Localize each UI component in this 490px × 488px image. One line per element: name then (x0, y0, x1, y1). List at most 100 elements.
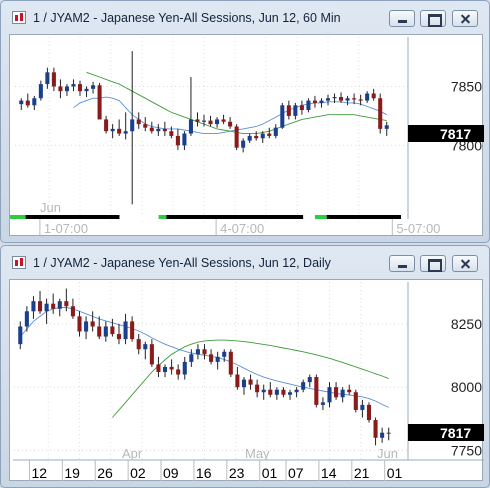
candle (188, 77, 193, 136)
candle (117, 119, 122, 136)
session-marker (166, 215, 304, 219)
close-button[interactable] (452, 255, 478, 272)
candle (380, 427, 385, 443)
candle-body (149, 344, 154, 365)
candle-body (169, 131, 174, 136)
candle-body (209, 354, 214, 362)
x-tick-label: 5-07:00 (396, 221, 440, 236)
candle-body (149, 127, 154, 132)
candle (45, 67, 50, 89)
candle (340, 387, 345, 403)
candle-body (25, 100, 30, 106)
chart-area[interactable]: 7850 7800 7817 Jun 1-07:00 4-07:00 5-07:00 (9, 34, 484, 237)
candle-body (202, 349, 207, 355)
x-tick-label: 01 (387, 465, 403, 481)
title-bar[interactable]: 1 / JYAM2 - Japanese Yen-All Sessions, J… (1, 1, 489, 35)
candle-body (345, 98, 350, 101)
session-marker (303, 215, 315, 219)
candle (345, 95, 350, 106)
candle-body (267, 133, 272, 136)
x-tick-label: 21 (354, 465, 370, 481)
candle-body (286, 105, 291, 116)
session-marker (119, 215, 159, 219)
session-marker (326, 215, 401, 219)
candle (332, 93, 337, 103)
minimize-button[interactable] (389, 10, 415, 27)
candle (215, 117, 220, 128)
candle-body (51, 72, 56, 87)
candle-body (70, 306, 75, 317)
candle-body (274, 389, 279, 395)
candle (130, 51, 135, 205)
candle-body (45, 72, 50, 85)
candle-body (201, 120, 207, 122)
candle (286, 100, 291, 120)
candle-body (104, 119, 109, 132)
candle-body (215, 356, 220, 362)
candle-body (58, 86, 63, 92)
y-tick-label: 7750 (451, 442, 482, 458)
candle (77, 311, 82, 337)
candle (90, 311, 95, 332)
candle (37, 291, 43, 314)
candle (195, 112, 200, 127)
maximize-button[interactable] (420, 10, 446, 27)
candle-body (327, 387, 332, 403)
candle-body (306, 100, 311, 111)
candle (294, 387, 299, 398)
candle-body (228, 351, 233, 375)
candlestick-chart-daily[interactable]: 8250 8000 7750 7817 Apr May Jun 12 19 26 02 09 16… (10, 280, 484, 482)
chart-window-daily: 1 / JYAM2 - Japanese Yen-All Sessions, J… (0, 245, 490, 488)
candle-body (268, 389, 273, 395)
close-button[interactable] (452, 10, 478, 27)
candle-body (386, 432, 391, 434)
candle-body (31, 301, 36, 312)
candle-body (130, 119, 135, 132)
candle (280, 102, 285, 129)
candle-body (215, 119, 220, 125)
minimize-button[interactable] (389, 255, 415, 272)
candle (241, 377, 247, 395)
candle (64, 288, 69, 312)
x-month-label: Apr (122, 446, 143, 461)
candle (64, 84, 69, 96)
candle-body (358, 99, 363, 101)
candle-body (287, 392, 293, 395)
candle (327, 382, 332, 408)
candle-body (90, 321, 95, 327)
candle-body (156, 364, 161, 372)
candle (169, 126, 174, 139)
title-bar[interactable]: 1 / JYAM2 - Japanese Yen-All Sessions, J… (1, 246, 489, 280)
candle-body (254, 135, 259, 139)
candle-body (38, 84, 43, 99)
candle (182, 356, 187, 380)
candle-body (314, 377, 319, 405)
candle (319, 98, 324, 108)
candle-body (117, 128, 122, 134)
candle (222, 349, 227, 362)
candle (110, 124, 115, 139)
candle-body (51, 303, 56, 309)
candle (378, 93, 383, 134)
candle (293, 102, 298, 120)
candle-body (371, 93, 376, 99)
candle (162, 364, 168, 378)
candle-body (241, 140, 246, 148)
candle-body (84, 88, 89, 92)
candle (248, 374, 253, 390)
maximize-button[interactable] (420, 255, 446, 272)
candle-body (319, 100, 324, 103)
candle-body (260, 133, 265, 139)
chart-area[interactable]: 8250 8000 7750 7817 Apr May Jun 12 19 26 02 09 16… (9, 279, 484, 482)
current-price-label: 7817 (440, 425, 471, 441)
candle-body (116, 334, 122, 340)
candle-body (380, 432, 385, 438)
candle-body (44, 303, 49, 312)
candle-body (234, 126, 239, 148)
candle-body (241, 379, 247, 388)
x-month-label: Jun (377, 446, 398, 461)
candle-body (175, 135, 180, 146)
candle (209, 349, 214, 365)
candle (301, 379, 306, 393)
